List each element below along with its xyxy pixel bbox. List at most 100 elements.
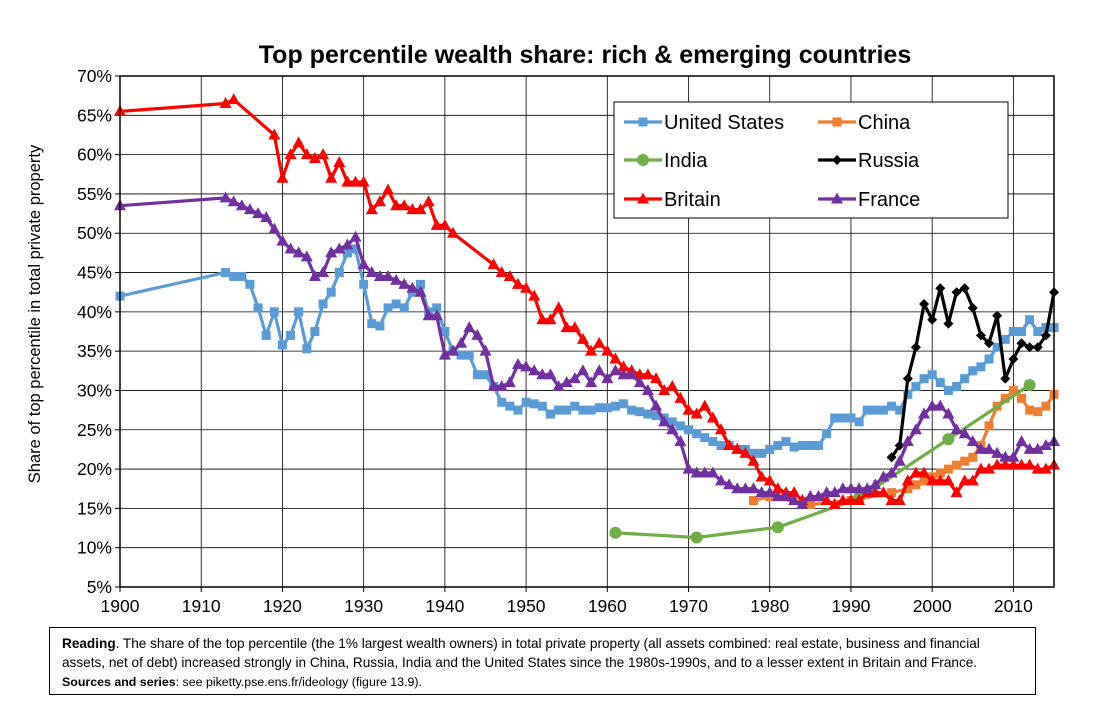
x-tick-label: 1910 (182, 596, 221, 616)
data-point (975, 330, 986, 341)
data-point (625, 368, 638, 380)
data-point (310, 327, 320, 336)
x-tick-label: 1950 (507, 596, 546, 616)
data-point (805, 499, 815, 509)
data-point (715, 423, 728, 435)
data-point (763, 486, 776, 498)
data-point (690, 466, 703, 478)
data-point (365, 266, 378, 278)
data-point (318, 299, 328, 309)
data-point (554, 405, 564, 415)
data-point (723, 438, 736, 450)
data-point (684, 425, 694, 435)
data-point (974, 462, 987, 474)
data-point (846, 413, 856, 423)
data-point (505, 401, 515, 411)
data-point (682, 403, 695, 415)
data-point (651, 411, 661, 421)
legend-swatch-marker (831, 192, 843, 204)
data-point (942, 407, 955, 419)
data-point (773, 440, 783, 450)
data-point (1039, 462, 1052, 474)
data-point (983, 462, 996, 474)
data-point (748, 448, 758, 458)
data-point (585, 344, 598, 356)
data-point (1033, 407, 1043, 417)
data-point (836, 494, 849, 506)
data-point (927, 370, 937, 380)
y-axis: 5% 10% 15% 20% 25% 30% 35% 40% 45% 50% 55% 60% 65% 70… (77, 66, 120, 597)
legend-swatch-marker (832, 117, 842, 127)
data-point (820, 494, 833, 506)
data-point (771, 482, 784, 494)
data-point (235, 199, 248, 211)
data-point (950, 486, 963, 498)
data-point (382, 183, 395, 195)
data-point (952, 382, 962, 392)
data-point (1017, 393, 1027, 403)
data-point (935, 468, 945, 478)
data-point (221, 268, 231, 278)
data-point (779, 490, 792, 502)
data-point (503, 376, 516, 388)
data-point (497, 397, 507, 407)
data-point (984, 354, 994, 364)
plot-frame (119, 75, 1055, 588)
data-point (325, 171, 338, 183)
data-point (357, 258, 370, 270)
data-point (984, 338, 995, 349)
x-tick-label: 1960 (588, 596, 627, 616)
data-point (911, 382, 921, 392)
data-point (887, 488, 897, 498)
data-point (560, 321, 573, 333)
data-point (357, 175, 370, 187)
data-point (692, 429, 702, 439)
data-point (317, 148, 330, 160)
data-point (276, 171, 289, 183)
data-point (984, 421, 994, 431)
data-point (406, 281, 419, 293)
data-point (757, 448, 767, 458)
data-point (463, 321, 476, 333)
data-point (495, 380, 508, 392)
data-point (1008, 327, 1018, 336)
data-point (747, 482, 760, 494)
x-tick-label: 1940 (425, 596, 464, 616)
y-tick-label: 15% (77, 498, 112, 518)
data-point (690, 407, 703, 419)
data-point (641, 368, 654, 380)
data-point (302, 344, 312, 354)
data-point (487, 380, 500, 392)
data-point (902, 373, 913, 384)
legend-item: India (624, 150, 708, 172)
data-point (706, 466, 719, 478)
data-point (576, 332, 589, 344)
data-point (495, 266, 508, 278)
data-point (781, 437, 791, 447)
data-point (619, 399, 629, 409)
data-point (771, 521, 784, 534)
data-point (1007, 450, 1020, 462)
data-point (1000, 393, 1010, 403)
y-tick-label: 30% (77, 380, 112, 400)
data-point (901, 435, 914, 447)
data-point (464, 350, 474, 360)
legend-label: Russia (858, 150, 920, 172)
data-point (658, 383, 671, 395)
data-point (958, 474, 971, 486)
data-point (690, 531, 703, 544)
data-point (544, 368, 557, 380)
data-point (382, 269, 395, 281)
data-point (650, 372, 663, 384)
sources-text: : see piketty.pse.ens.fr/ideology (figur… (175, 675, 422, 689)
data-point (562, 405, 572, 415)
reading-text: . The share of the top percentile (the 1… (62, 636, 980, 670)
data-point (529, 399, 539, 409)
data-point (585, 376, 598, 388)
data-point (926, 399, 939, 411)
data-point (545, 409, 555, 419)
data-point (294, 307, 304, 317)
data-point (1024, 342, 1035, 353)
data-point (438, 218, 451, 230)
data-point (333, 155, 346, 167)
